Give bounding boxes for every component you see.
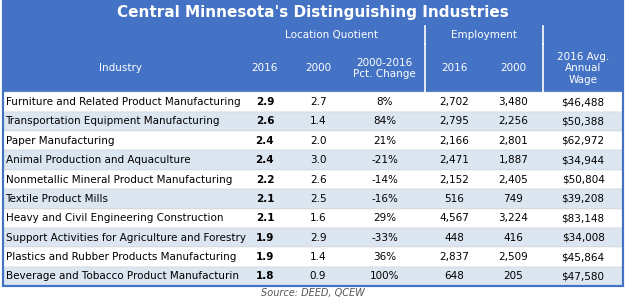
- Text: 3,224: 3,224: [498, 213, 528, 223]
- Text: Paper Manufacturing: Paper Manufacturing: [6, 136, 114, 146]
- Text: 2.1: 2.1: [255, 194, 274, 204]
- Text: 205: 205: [504, 272, 523, 281]
- Text: 2000: 2000: [500, 63, 526, 73]
- Text: 3.0: 3.0: [310, 155, 326, 165]
- Text: $62,972: $62,972: [562, 136, 605, 146]
- Text: Heavy and Civil Engineering Construction: Heavy and Civil Engineering Construction: [6, 213, 223, 223]
- Text: 1.4: 1.4: [310, 252, 326, 262]
- Text: 2,166: 2,166: [439, 136, 469, 146]
- Text: 2.1: 2.1: [255, 213, 274, 223]
- Text: $50,388: $50,388: [562, 116, 605, 126]
- Text: 1.8: 1.8: [255, 272, 274, 281]
- Text: 29%: 29%: [373, 213, 396, 223]
- Text: 1.9: 1.9: [256, 233, 274, 243]
- Text: 2000-2016
Pct. Change: 2000-2016 Pct. Change: [353, 58, 416, 79]
- Text: 2,471: 2,471: [439, 155, 469, 165]
- Text: 2.9: 2.9: [256, 97, 274, 107]
- Text: $45,864: $45,864: [562, 252, 605, 262]
- Text: Textile Product Mills: Textile Product Mills: [6, 194, 108, 204]
- Text: 2.2: 2.2: [255, 175, 274, 184]
- Text: 516: 516: [444, 194, 464, 204]
- Text: $47,580: $47,580: [562, 272, 605, 281]
- Text: 4,567: 4,567: [439, 213, 469, 223]
- Text: $34,944: $34,944: [562, 155, 605, 165]
- Text: 2,801: 2,801: [499, 136, 528, 146]
- Text: 1.6: 1.6: [310, 213, 326, 223]
- Text: Source: DEED, QCEW: Source: DEED, QCEW: [261, 288, 365, 298]
- Text: Location Quotient: Location Quotient: [285, 30, 378, 40]
- Text: $83,148: $83,148: [562, 213, 605, 223]
- Text: 2.0: 2.0: [310, 136, 326, 146]
- Text: 100%: 100%: [370, 272, 399, 281]
- Text: 2,795: 2,795: [439, 116, 469, 126]
- Text: 1,887: 1,887: [498, 155, 528, 165]
- Text: Transportation Equipment Manufacturing: Transportation Equipment Manufacturing: [6, 116, 220, 126]
- Text: 2,152: 2,152: [439, 175, 469, 184]
- Text: 1.4: 1.4: [310, 116, 326, 126]
- Text: Support Activities for Agriculture and Forestry: Support Activities for Agriculture and F…: [6, 233, 245, 243]
- Text: 2016: 2016: [252, 63, 278, 73]
- Text: 84%: 84%: [373, 116, 396, 126]
- Text: $34,008: $34,008: [562, 233, 605, 243]
- Text: Employment: Employment: [451, 30, 517, 40]
- Text: Animal Production and Aquaculture: Animal Production and Aquaculture: [6, 155, 190, 165]
- Text: -16%: -16%: [371, 194, 398, 204]
- Text: Beverage and Tobacco Product Manufacturin: Beverage and Tobacco Product Manufacturi…: [6, 272, 239, 281]
- Text: Nonmetallic Mineral Product Manufacturing: Nonmetallic Mineral Product Manufacturin…: [6, 175, 232, 184]
- Text: Central Minnesota's Distinguishing Industries: Central Minnesota's Distinguishing Indus…: [117, 5, 509, 20]
- Text: $39,208: $39,208: [562, 194, 605, 204]
- Text: 1.9: 1.9: [256, 252, 274, 262]
- Text: 2.4: 2.4: [255, 136, 274, 146]
- Text: 2000: 2000: [305, 63, 331, 73]
- Text: 3,480: 3,480: [499, 97, 528, 107]
- Text: 21%: 21%: [373, 136, 396, 146]
- Text: 2,256: 2,256: [498, 116, 528, 126]
- Text: 2.6: 2.6: [255, 116, 274, 126]
- Text: 2.4: 2.4: [255, 155, 274, 165]
- Text: 2,837: 2,837: [439, 252, 469, 262]
- Text: Furniture and Related Product Manufacturing: Furniture and Related Product Manufactur…: [6, 97, 240, 107]
- Text: 2,509: 2,509: [499, 252, 528, 262]
- Text: 448: 448: [444, 233, 464, 243]
- Text: 648: 648: [444, 272, 464, 281]
- Text: $50,804: $50,804: [562, 175, 605, 184]
- Text: 2.5: 2.5: [310, 194, 326, 204]
- Text: 2016 Avg.
Annual
Wage: 2016 Avg. Annual Wage: [557, 52, 609, 85]
- Text: 36%: 36%: [373, 252, 396, 262]
- Text: -33%: -33%: [371, 233, 398, 243]
- Text: -14%: -14%: [371, 175, 398, 184]
- Text: -21%: -21%: [371, 155, 398, 165]
- Text: 8%: 8%: [376, 97, 393, 107]
- Text: 2,702: 2,702: [439, 97, 469, 107]
- Text: 416: 416: [503, 233, 523, 243]
- Text: $46,488: $46,488: [562, 97, 605, 107]
- Text: 2,405: 2,405: [499, 175, 528, 184]
- Text: Plastics and Rubber Products Manufacturing: Plastics and Rubber Products Manufacturi…: [6, 252, 236, 262]
- Text: Industry: Industry: [99, 63, 142, 73]
- Text: 749: 749: [503, 194, 523, 204]
- Text: 0.9: 0.9: [310, 272, 326, 281]
- Text: 2.6: 2.6: [310, 175, 326, 184]
- Text: 2.9: 2.9: [310, 233, 326, 243]
- Text: 2.7: 2.7: [310, 97, 326, 107]
- Text: 2016: 2016: [441, 63, 468, 73]
